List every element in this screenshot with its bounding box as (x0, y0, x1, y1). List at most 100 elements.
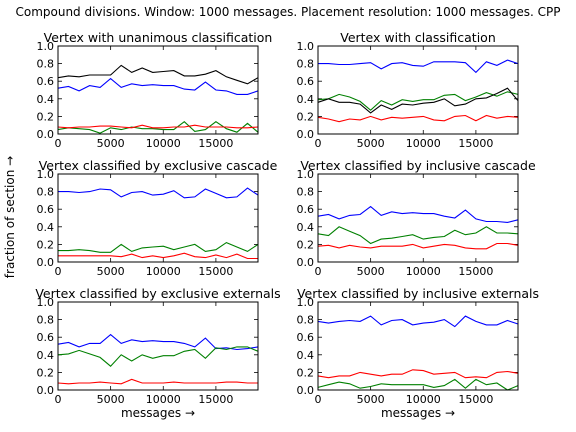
series-line-blue (317, 205, 519, 223)
chart-panel-6: Vertex classified by inclusive externals… (297, 286, 540, 420)
y-tick-label: 0.0 (297, 384, 315, 397)
x-tick-label: 10000 (406, 137, 441, 150)
x-tick-label: 0 (55, 265, 62, 278)
series-line-blue (317, 315, 519, 328)
x-axis-label: messages → (381, 406, 455, 420)
y-tick-label: 0.4 (37, 221, 55, 234)
panels-container: Vertex with unanimous classification0.00… (35, 30, 539, 420)
shared-y-axis-label: fraction of section → (3, 156, 17, 278)
series-line-red (317, 114, 519, 123)
chart-panel-5: Vertex classified by exclusive externals… (35, 286, 280, 420)
x-tick-label: 10000 (146, 265, 181, 278)
y-tick-label: 0.6 (37, 75, 55, 88)
x-tick-label: 15000 (458, 137, 493, 150)
x-tick-label: 5000 (97, 393, 125, 406)
x-tick-label: 15000 (198, 393, 233, 406)
y-tick-label: 1.0 (297, 40, 315, 53)
y-tick-label: 0.6 (37, 331, 55, 344)
x-tick-label: 10000 (146, 393, 181, 406)
y-tick-label: 0.8 (37, 58, 55, 71)
y-tick-label: 0.6 (297, 203, 315, 216)
plot-area (58, 46, 258, 134)
x-tick-label: 15000 (458, 265, 493, 278)
chart-panel-2: Vertex with classification 0.0 0.2 0.4 0.6 0.… (297, 30, 519, 150)
y-tick-label: 0.2 (37, 110, 55, 123)
x-tick-label: 0 (55, 393, 62, 406)
axes-frame (57, 173, 259, 263)
y-tick-label: 0.2 (297, 238, 315, 251)
y-tick-label: 0.2 (37, 366, 55, 379)
x-tick-label: 10000 (406, 265, 441, 278)
x-tick-label: 10000 (146, 137, 181, 150)
y-tick-label: 0.4 (297, 221, 315, 234)
y-tick-label: 0.2 (297, 110, 315, 123)
y-tick-label: 0.8 (37, 186, 55, 199)
y-tick-label: 0.0 (297, 128, 315, 141)
y-tick-label: 0.0 (37, 384, 55, 397)
series-line-red (58, 252, 258, 260)
x-axis-label: messages → (121, 406, 195, 420)
y-tick-label: 0.2 (297, 366, 315, 379)
axes-frame (57, 45, 259, 135)
series-line-blue (318, 59, 519, 74)
y-tick-label: 0.8 (37, 314, 55, 327)
axes-frame (317, 173, 519, 263)
y-tick-label: 1.0 (37, 40, 55, 53)
axes-frame (317, 45, 519, 135)
y-tick-label: 0.6 (37, 203, 55, 216)
y-tick-label: 1.0 (297, 296, 315, 309)
series-line-green (317, 226, 519, 245)
chart-panel-4: Vertex classified by inclusive cascade 0.… (297, 158, 536, 278)
panel-title: Vertex with unanimous classification (44, 30, 273, 45)
plot-area (58, 174, 258, 262)
series-line-red (317, 242, 519, 250)
series-line-blue (57, 333, 259, 351)
x-tick-label: 5000 (97, 137, 125, 150)
x-tick-label: 10000 (406, 393, 441, 406)
y-tick-label: 0.0 (37, 256, 55, 269)
x-tick-label: 5000 (97, 265, 125, 278)
x-tick-label: 0 (55, 137, 62, 150)
panel-title: Vertex classified by exclusive cascade (39, 158, 278, 173)
x-tick-label: 15000 (198, 265, 233, 278)
plot-area (58, 302, 258, 390)
series-line-blue (57, 77, 259, 95)
x-tick-label: 0 (315, 137, 322, 150)
series-line-red (57, 124, 259, 129)
chart-panel-1: Vertex with unanimous classification0.00… (37, 30, 273, 150)
series-line-green (317, 378, 519, 391)
x-tick-label: 5000 (357, 137, 385, 150)
y-tick-label: 0.8 (297, 314, 315, 327)
figure-title: Compound divisions. Window: 1000 message… (15, 5, 560, 19)
y-tick-label: 0.4 (297, 349, 315, 362)
series-line-red (57, 378, 258, 385)
series-line-green (58, 241, 259, 253)
y-tick-label: 0.4 (297, 93, 315, 106)
y-tick-label: 0.4 (37, 93, 55, 106)
panel-title: Vertex with classification (340, 30, 496, 45)
x-tick-label: 5000 (357, 265, 385, 278)
axes-frame (57, 301, 259, 391)
y-tick-label: 0.8 (297, 58, 315, 71)
x-tick-label: 0 (315, 393, 322, 406)
chart-panel-3: Vertex classified by exclusive cascade 0.… (37, 158, 278, 278)
plot-area (318, 46, 518, 134)
y-tick-label: 0.6 (297, 75, 315, 88)
series-line-green (317, 91, 519, 111)
panel-title: Vertex classified by inclusive cascade (300, 158, 536, 173)
x-tick-label: 15000 (198, 137, 233, 150)
y-tick-label: 0.0 (37, 128, 55, 141)
y-tick-label: 1.0 (37, 296, 55, 309)
plot-area (318, 174, 518, 262)
y-tick-label: 0.4 (37, 349, 55, 362)
series-line-red (317, 369, 519, 379)
series-line-blue (58, 187, 259, 199)
y-tick-label: 1.0 (37, 168, 55, 181)
series-line-black (317, 87, 519, 114)
x-tick-label: 15000 (458, 393, 493, 406)
y-tick-label: 0.6 (297, 331, 315, 344)
series-line-green (57, 346, 259, 367)
y-tick-label: 0.8 (297, 186, 315, 199)
panel-title: Vertex classified by exclusive externals (35, 286, 280, 301)
